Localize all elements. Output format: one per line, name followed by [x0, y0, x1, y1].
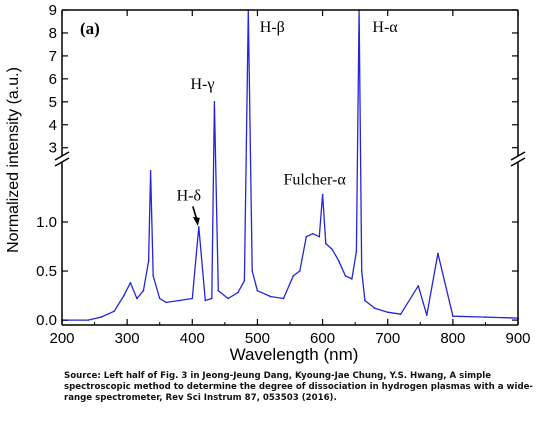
spectrum-data-point [373, 307, 376, 310]
axis-break-mark-left [54, 157, 70, 167]
spectrum-data-point [417, 285, 420, 287]
peak-annotation-label: H-δ [177, 187, 201, 204]
spectrum-data-point [213, 101, 216, 103]
spectrum-data-point [165, 301, 167, 304]
spectrum-data-point [305, 235, 308, 238]
spectrum-data-point [87, 319, 89, 321]
spectrum-data-point [437, 252, 439, 255]
spectrum-data-point [237, 291, 239, 294]
spectrum-data-point [136, 297, 138, 300]
spectrum-data-point [386, 311, 389, 314]
x-tick-label: 200 [49, 330, 74, 347]
y-tick-label: 3 [49, 140, 57, 157]
spectrum-data-point [299, 270, 301, 272]
x-tick-label: 700 [375, 330, 400, 347]
spectrum-data-point [198, 226, 200, 228]
y-tick-label: 1.0 [36, 214, 57, 231]
y-tick-label: 0.0 [36, 312, 57, 329]
spectrum-data-point [178, 299, 181, 302]
y-tick-label: 0.5 [36, 263, 57, 280]
spectrum-data-point [399, 313, 402, 316]
spectrum-data-point [149, 170, 152, 172]
y-tick-label: 9 [49, 2, 57, 19]
spectrum-data-point [100, 316, 102, 318]
spectrum-data-point [331, 248, 334, 251]
spectrum-data-point [364, 299, 366, 302]
spectrum-data-point [325, 242, 327, 245]
spectrum-data-point [123, 294, 125, 297]
spectrum-data-point [204, 299, 207, 302]
spectrum-data-point [147, 260, 150, 263]
axis-break-mark-left [54, 151, 70, 161]
y-tick-label: 5 [49, 94, 57, 111]
spectrum-data-point [158, 297, 161, 300]
spectrum-data-point [152, 275, 154, 277]
spectrum-data-point [142, 289, 145, 292]
h-delta-arrow-head [192, 216, 200, 226]
x-axis-label: Wavelength (nm) [230, 345, 359, 364]
x-tick-label: 800 [440, 330, 465, 347]
spectrum-data-point [251, 270, 253, 272]
y-tick-label: 6 [49, 71, 57, 88]
axis-break-mark-right [510, 157, 526, 167]
spectrum-data-point [129, 282, 132, 284]
panel-label: (a) [80, 19, 100, 38]
axis-break-mark-right [510, 151, 526, 161]
peak-annotation-label: H-γ [190, 76, 214, 93]
spectrum-data-point [191, 297, 194, 300]
x-tick-label: 500 [245, 330, 270, 347]
spectrum-data-point [426, 314, 428, 317]
spectrum-data-point [360, 270, 363, 272]
spectrum-series-line [62, 10, 518, 321]
spectrum-data-point [312, 232, 314, 235]
x-tick-label: 400 [180, 330, 205, 347]
spectrum-data-point [338, 260, 340, 263]
x-tick-label: 600 [310, 330, 335, 347]
spectrum-data-point [452, 315, 454, 318]
spectrum-data-point [292, 275, 295, 277]
y-axis-label: Normalized intensity (a.u.) [5, 67, 22, 253]
spectrum-data-point [351, 278, 353, 280]
spectrum-data-point [344, 275, 347, 277]
spectrum-data-point [318, 235, 321, 238]
spectrum-data-point [217, 289, 220, 292]
peak-annotation-label: H-α [372, 19, 398, 36]
source-caption: Source: Left half of Fig. 3 in Jeong-Jeu… [64, 371, 533, 403]
y-tick-label: 4 [49, 117, 57, 134]
spectrum-data-point [355, 250, 358, 253]
peak-annotation-label: Fulcher-α [283, 172, 346, 189]
x-tick-label: 900 [505, 330, 530, 347]
spectrum-data-point [256, 289, 259, 292]
spectrum-data-point [227, 297, 229, 300]
peak-annotation-label: H-β [260, 19, 285, 36]
spectrum-data-point [211, 297, 213, 300]
y-tick-label: 8 [49, 25, 57, 42]
spectrum-data-point [484, 316, 487, 318]
spectrum-data-point [282, 297, 285, 300]
spectrum-data-point [321, 193, 324, 196]
spectrum-data-point [269, 295, 272, 298]
spectrum-data-point [113, 310, 115, 313]
x-tick-label: 300 [115, 330, 140, 347]
spectrum-data-point [243, 280, 246, 282]
y-tick-label: 7 [49, 48, 57, 65]
